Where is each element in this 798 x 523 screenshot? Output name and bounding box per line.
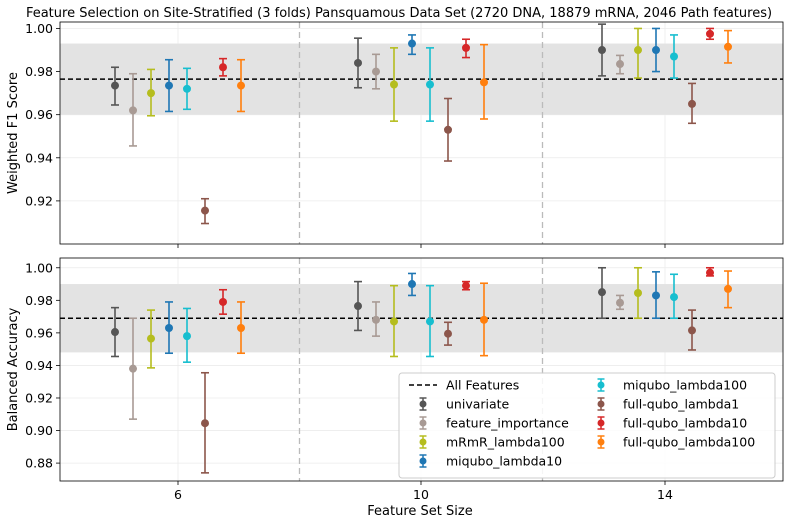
data-point bbox=[444, 329, 452, 338]
legend-marker-swatch bbox=[597, 438, 605, 446]
data-point bbox=[444, 125, 452, 134]
y-tick-label: 0.98 bbox=[25, 64, 53, 79]
data-point bbox=[201, 206, 209, 215]
data-point bbox=[165, 81, 173, 90]
y-tick-label: 0.98 bbox=[25, 293, 53, 308]
data-point bbox=[408, 39, 416, 48]
axes-frame bbox=[59, 21, 784, 245]
data-point bbox=[390, 80, 398, 89]
data-point bbox=[706, 268, 714, 277]
data-point bbox=[183, 84, 191, 93]
legend-marker-swatch bbox=[597, 400, 605, 408]
y-tick-label: 0.94 bbox=[25, 150, 53, 165]
legend-marker-swatch bbox=[597, 381, 605, 389]
y-tick-label: 0.96 bbox=[25, 107, 53, 122]
data-point bbox=[634, 288, 642, 297]
data-point bbox=[598, 46, 606, 55]
data-point bbox=[354, 302, 362, 311]
data-point bbox=[201, 419, 209, 428]
data-point bbox=[598, 288, 606, 297]
data-point bbox=[165, 323, 173, 332]
data-point bbox=[462, 43, 470, 52]
y-tick-label: 0.90 bbox=[25, 423, 53, 438]
bottom-panel-balanced-accuracy: 0.88 0.90 0.92 0.94 0.96 0.98 1.00 6 10 14 Balance… bbox=[6, 257, 784, 502]
data-point bbox=[354, 58, 362, 67]
data-point bbox=[688, 326, 696, 335]
data-point bbox=[724, 284, 732, 293]
top-panel-weighted-f1: 0.92 0.94 0.96 0.98 1.00 Weighted F1 Score bbox=[6, 21, 784, 248]
data-point bbox=[634, 46, 642, 55]
data-point bbox=[372, 67, 380, 76]
legend-label: feature_importance bbox=[446, 416, 569, 431]
data-point bbox=[706, 29, 714, 38]
data-point bbox=[147, 89, 155, 98]
y-axis-label: Balanced Accuracy bbox=[6, 307, 21, 431]
data-point bbox=[616, 60, 624, 69]
data-point bbox=[426, 80, 434, 89]
data-point bbox=[129, 106, 137, 115]
data-point bbox=[670, 52, 678, 61]
legend-marker-swatch bbox=[419, 400, 427, 408]
y-tick-label: 1.00 bbox=[25, 260, 53, 275]
x-tick-label: 6 bbox=[174, 487, 182, 502]
legend: All Features univariate feature_importance… bbox=[398, 372, 776, 479]
data-point bbox=[147, 334, 155, 343]
x-tick-label: 14 bbox=[657, 487, 673, 502]
legend-marker-swatch bbox=[419, 438, 427, 446]
legend-label: mRmR_lambda100 bbox=[446, 435, 565, 450]
legend-label: All Features bbox=[446, 378, 519, 393]
legend-marker-swatch bbox=[597, 419, 605, 427]
legend-box bbox=[398, 372, 776, 479]
y-tick-label: 0.96 bbox=[25, 325, 53, 340]
y-tick-label: 0.94 bbox=[25, 358, 53, 373]
legend-label: univariate bbox=[446, 397, 510, 412]
data-point bbox=[652, 291, 660, 300]
data-point bbox=[219, 63, 227, 72]
legend-label: miqubo_lambda100 bbox=[623, 378, 747, 393]
data-point bbox=[688, 99, 696, 108]
data-point bbox=[237, 323, 245, 332]
x-axis-label: Feature Set Size bbox=[367, 504, 472, 519]
data-point bbox=[724, 42, 732, 51]
data-point bbox=[129, 364, 137, 373]
y-tick-label: 0.92 bbox=[25, 193, 53, 208]
x-tick-label: 10 bbox=[413, 487, 429, 502]
data-point bbox=[183, 332, 191, 341]
data-point bbox=[426, 317, 434, 326]
legend-label: full-qubo_lambda10 bbox=[623, 416, 747, 431]
axes-frame bbox=[59, 257, 784, 482]
data-point bbox=[111, 328, 119, 337]
data-point bbox=[480, 78, 488, 87]
legend-label: miqubo_lambda10 bbox=[446, 454, 562, 469]
chart-title: Feature Selection on Site-Stratified (3 … bbox=[26, 6, 772, 21]
data-point bbox=[616, 298, 624, 307]
data-point bbox=[480, 315, 488, 324]
data-point bbox=[652, 46, 660, 55]
legend-marker-swatch bbox=[419, 419, 427, 427]
data-point bbox=[372, 315, 380, 324]
data-point bbox=[408, 280, 416, 289]
data-point bbox=[219, 297, 227, 306]
data-point bbox=[670, 293, 678, 302]
data-point bbox=[111, 81, 119, 90]
legend-marker-swatch bbox=[419, 457, 427, 465]
legend-label: full-qubo_lambda100 bbox=[623, 435, 755, 450]
data-point bbox=[462, 281, 470, 290]
y-tick-label: 0.88 bbox=[25, 456, 53, 471]
y-tick-label: 1.00 bbox=[25, 21, 53, 36]
legend-label: full-qubo_lambda1 bbox=[623, 397, 739, 412]
data-point bbox=[390, 317, 398, 326]
y-axis-label: Weighted F1 Score bbox=[6, 72, 21, 194]
y-tick-label: 0.92 bbox=[25, 390, 53, 405]
data-point bbox=[237, 81, 245, 90]
